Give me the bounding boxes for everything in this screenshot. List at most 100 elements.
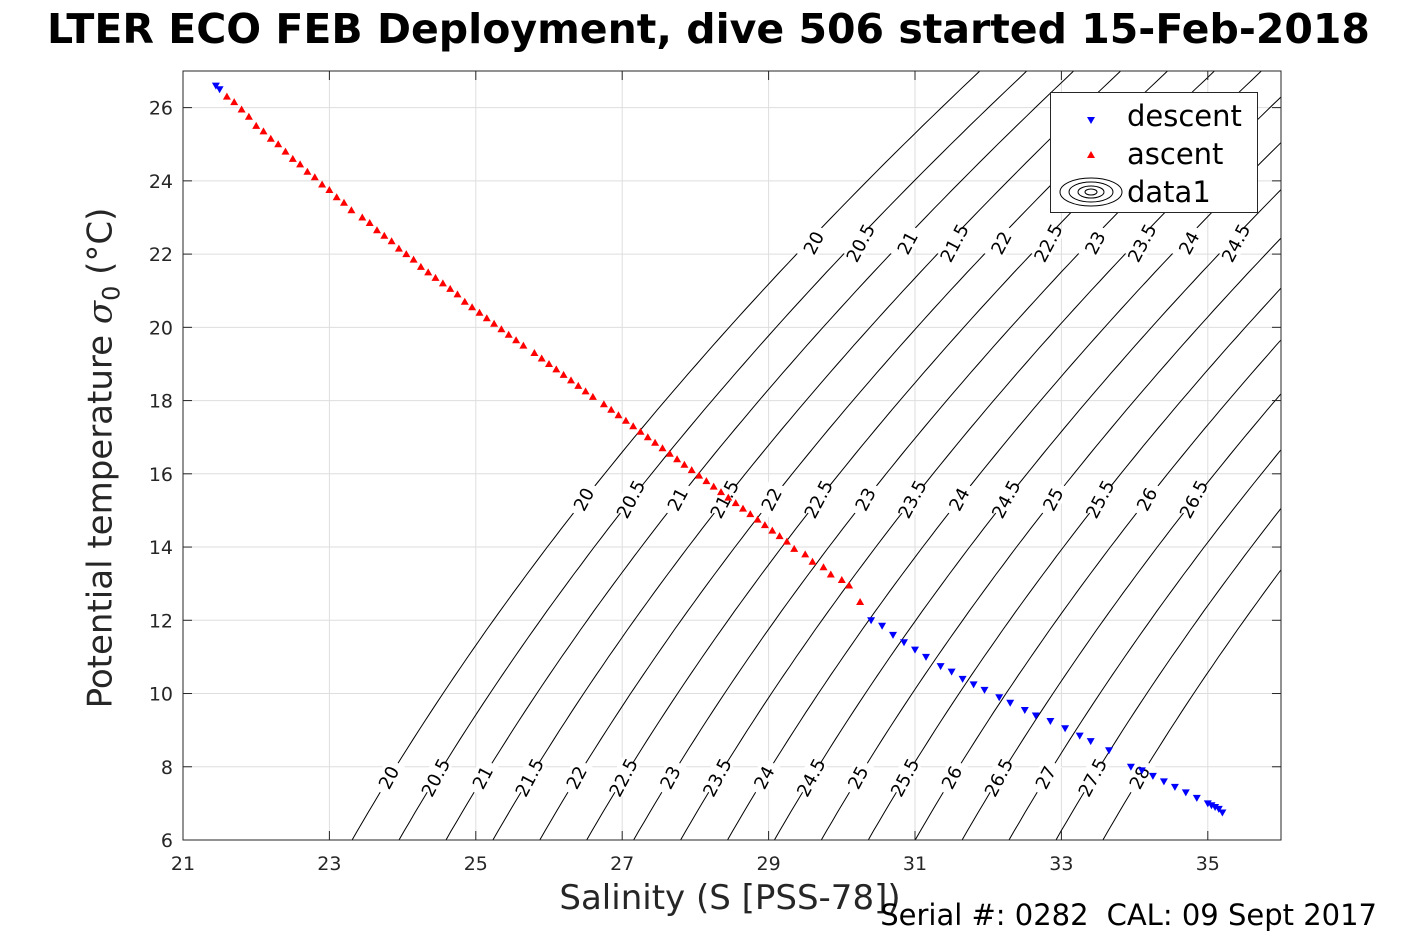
contour-label-text: 23.5 [1124, 221, 1161, 266]
ascent-point [753, 515, 762, 523]
x-tick-label: 25 [464, 853, 488, 875]
ascent-point [651, 438, 660, 446]
descent-point [1046, 718, 1055, 725]
ascent-point [244, 112, 253, 120]
isopycnal-line [539, 71, 1169, 840]
contour-label-24: 24 [1171, 222, 1206, 263]
descent-point [958, 675, 967, 683]
ascent-point [581, 387, 590, 395]
x-tick-label: 33 [1049, 853, 1073, 875]
legend-item-descent: descent [1051, 97, 1242, 135]
ascent-point [845, 581, 854, 589]
ascent-point [665, 449, 674, 457]
y-tick-label: 14 [149, 537, 173, 559]
triangle-up-marker-icon [1051, 135, 1127, 173]
y-tick-label: 16 [149, 464, 173, 486]
legend-label-descent: descent [1127, 99, 1242, 133]
contour-label-text: 24.5 [793, 755, 830, 800]
contour-label-26: 26 [1129, 479, 1164, 519]
serial-number: Serial #: 0282 [880, 898, 1089, 932]
ascent-point [567, 376, 575, 384]
ascent-point [373, 226, 381, 234]
legend-label-data1: data1 [1127, 175, 1211, 209]
ascent-point [266, 134, 275, 142]
ascent-point [318, 180, 327, 188]
descent-point [867, 617, 876, 625]
contour-label-26-5: 26.5 [981, 755, 1018, 800]
ascent-point [614, 411, 623, 419]
ascent-point [574, 381, 583, 389]
y-axis-label-sigma: σ [80, 300, 121, 325]
contour-label-25: 25 [1035, 479, 1070, 519]
y-tick-label: 12 [149, 610, 173, 632]
contour-label-text: 25.5 [887, 755, 924, 800]
y-axis-label-subscript: 0 [97, 285, 126, 301]
isopycnal-line [398, 71, 1028, 840]
y-tick-label: 8 [161, 757, 173, 779]
y-axis-label-text: Potential temperature [80, 324, 121, 709]
ascent-point [252, 121, 261, 129]
x-tick-label: 31 [903, 853, 927, 875]
ascent-point [808, 557, 817, 565]
contour-label-20: 20 [371, 757, 406, 797]
descent-point [1075, 732, 1084, 740]
ascent-point [358, 213, 367, 221]
descent-point [1207, 802, 1216, 810]
ascent-point [296, 160, 305, 168]
ascent-point [460, 297, 469, 305]
contour-label-22-5: 22.5 [801, 477, 838, 522]
ascent-point [237, 105, 246, 113]
ascent-point [416, 262, 425, 270]
plot-frame [182, 70, 1282, 841]
y-tick-label: 6 [161, 830, 173, 852]
descent-point [1020, 707, 1029, 714]
contour-label-22: 22 [754, 479, 788, 519]
ascent-point [695, 471, 704, 479]
descent-point [1181, 789, 1190, 797]
contour-label-23-5: 23.5 [699, 755, 736, 800]
ascent-point [545, 360, 553, 367]
descent-point [947, 668, 956, 676]
contour-label-27-5: 27.5 [1075, 755, 1112, 800]
ascent-point [724, 493, 733, 501]
y-tick-label: 18 [149, 391, 173, 413]
footer-info: Serial #: 0282 CAL: 09 Sept 2017 [880, 898, 1377, 932]
ascent-point [468, 303, 477, 311]
contour-label-22: 22 [559, 757, 593, 797]
descent-point [980, 686, 989, 694]
contour-label-text: 22.5 [801, 477, 838, 522]
ascent-point [387, 237, 396, 245]
ascent-point [856, 598, 865, 605]
descent-point [1148, 772, 1157, 780]
legend-item-data1: data1 [1051, 173, 1211, 211]
contour-label-21-5: 21.5 [936, 221, 973, 266]
ascent-point [588, 392, 597, 400]
contour-label-text: 26.5 [981, 755, 1018, 800]
contour-label-22-5: 22.5 [605, 755, 642, 800]
isopycnal-line [1008, 448, 1281, 840]
contour-label-text: 22.5 [605, 755, 642, 800]
ascent-point [325, 186, 334, 193]
ascent-point [559, 370, 568, 378]
ascent-point [380, 231, 389, 239]
ascent-point [274, 140, 283, 148]
contour-label-23: 23 [848, 479, 882, 519]
contour-label-24-5: 24.5 [793, 755, 830, 800]
descent-point [1137, 767, 1146, 775]
chart-legend: descent ascent data1 [1050, 92, 1258, 213]
ascent-point [537, 354, 546, 362]
ascent-point [709, 482, 718, 490]
contour-label-23: 23 [652, 757, 687, 797]
descent-point [1006, 699, 1015, 707]
y-axis-label: Potential temperature σ0 (°C) [81, 208, 126, 709]
ascent-point [636, 427, 645, 435]
ascent-point [365, 219, 374, 226]
ascent-point [658, 444, 667, 452]
contour-label-20: 20 [796, 222, 830, 263]
ascent-point [409, 255, 418, 263]
contour-label-24: 24 [941, 479, 976, 519]
descent-point [1214, 805, 1223, 813]
x-tick-label: 35 [1196, 853, 1220, 875]
ascent-point [552, 365, 561, 373]
